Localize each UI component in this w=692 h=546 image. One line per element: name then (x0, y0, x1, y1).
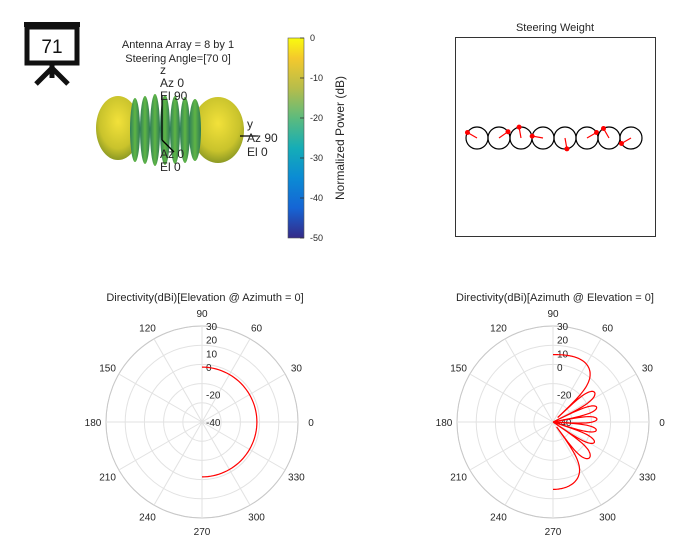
weight-phasor-dot (505, 129, 511, 135)
weight-phasor-dot (594, 130, 600, 135)
polar-angle-tick: 60 (251, 324, 263, 335)
polar-elevation-title: Directivity(dBi)[Elevation @ Azimuth = 0… (106, 292, 304, 304)
polar-radius-tick: 30 (557, 322, 569, 333)
y-axis-az: Az 90 (247, 131, 278, 145)
weight-phasor-dot (516, 124, 522, 130)
weight-phasor-dot (601, 125, 606, 131)
colorbar-label: Normalized Power (dB) (333, 76, 347, 200)
polar-radius-tick: 10 (206, 349, 218, 360)
polar-grid-spoke (469, 373, 554, 423)
presentation-board-icon: 71 (22, 20, 82, 93)
polar-angle-tick: 300 (599, 512, 616, 523)
polar-grid-spoke (118, 373, 203, 423)
weight-phasor-dot (564, 146, 570, 152)
polar-radius-tick: 30 (206, 322, 218, 333)
polar-grid-spoke (552, 373, 637, 423)
polar-grid-spoke (469, 421, 554, 471)
polar-angle-tick: 330 (288, 473, 305, 484)
colorbar-tick-label: -10 (310, 73, 323, 83)
polar-grid-spoke (552, 421, 637, 471)
polar-azimuth-title: Directivity(dBi)[Azimuth @ Elevation = 0… (456, 292, 654, 304)
polar-angle-tick: 90 (196, 309, 208, 320)
polar-radius-tick: -20 (557, 391, 572, 402)
polar-elevation-chart: 0 30 60 90 120 150 180 210 240 270 300 330 30 20 10 0 -2… (85, 309, 315, 536)
polar-radius-tick: 20 (206, 336, 218, 347)
colorbar-tick-label: -30 (310, 153, 323, 163)
polar-angle-tick: 0 (659, 418, 665, 429)
x-axis-line (161, 139, 175, 153)
steering-weight-plot (455, 37, 656, 237)
polar-radius-tick: 20 (557, 336, 569, 347)
polar-grid-spoke (118, 421, 203, 471)
polar-grid-spoke (201, 373, 286, 423)
polar-angle-tick: 150 (450, 364, 467, 375)
weight-phasor-dot (618, 141, 624, 146)
polar-angle-tick: 120 (139, 324, 156, 335)
directivity-curve (552, 353, 598, 490)
polar-radius-tick: -20 (206, 391, 221, 402)
polar-angle-tick: 120 (490, 324, 507, 335)
polar-angle-tick: 30 (642, 364, 654, 375)
polar-angle-tick: 210 (450, 473, 467, 484)
element-weight-circle (619, 126, 643, 150)
polar-angle-tick: 150 (99, 364, 116, 375)
z-axis-az: Az 0 (160, 76, 185, 90)
polar-grid-spoke (153, 338, 203, 423)
polar-grid-spoke (552, 338, 602, 423)
polar-grid-spoke (201, 338, 251, 423)
y-axis-el: El 0 (247, 145, 268, 159)
polar-radius-tick: -40 (557, 418, 572, 429)
z-axis-el: El 90 (160, 89, 188, 103)
polar-grid-spoke (504, 338, 554, 423)
polar-angle-tick: 180 (436, 418, 453, 429)
y-axis-label: y (247, 117, 253, 131)
polar-radius-tick: -40 (206, 418, 221, 429)
badge-number: 71 (41, 37, 62, 58)
weight-phasor-dot (529, 133, 535, 139)
polar-grid-spoke (201, 421, 286, 471)
polar-radius-tick: 0 (557, 363, 563, 374)
polar-azimuth-chart: 03060901201501802102402703003303020100-2… (436, 309, 666, 536)
weight-phasor-dot (464, 130, 470, 135)
main-lobe-left (96, 96, 140, 160)
polar-grid-spoke (201, 421, 251, 506)
colorbar: 0 -10 -20 -30 -40 -50 Normalized Power (dB) (287, 33, 347, 243)
colorbar-tick-label: -50 (310, 233, 323, 243)
polar-angle-tick: 270 (545, 527, 562, 536)
colorbar-tick-label: -20 (310, 113, 323, 123)
pattern-3d (96, 94, 258, 166)
x-axis-az: Az 0 (160, 147, 185, 161)
polar-grid-spoke (552, 421, 602, 506)
polar-angle-tick: 330 (639, 473, 656, 484)
polar-angle-tick: 240 (490, 512, 507, 523)
array-size-label: Antenna Array = 8 by 1 (121, 39, 235, 51)
polar-angle-tick: 180 (85, 418, 102, 429)
polar-angle-tick: 0 (308, 418, 314, 429)
polar-angle-tick: 240 (139, 512, 156, 523)
main-lobe-right (192, 97, 244, 163)
colorbar-tick-label: -40 (310, 193, 323, 203)
z-axis-label: z (160, 63, 166, 77)
directivity-curve (201, 366, 258, 478)
x-axis-el: El 0 (160, 160, 181, 174)
steering-angle-label: Steering Angle=[70 0] (125, 53, 231, 65)
polar-angle-tick: 30 (291, 364, 303, 375)
polar-angle-tick: 90 (547, 309, 559, 320)
polar-grid-spoke (504, 421, 554, 506)
polar-angle-tick: 210 (99, 473, 116, 484)
polar-angle-tick: 300 (248, 512, 265, 523)
polar-angle-tick: 60 (602, 324, 614, 335)
colorbar-tick-label: 0 (310, 33, 315, 43)
polar-radius-tick: 0 (206, 363, 212, 374)
polar-angle-tick: 270 (194, 527, 211, 536)
steering-title: Steering Weight (515, 22, 595, 34)
polar-grid-spoke (153, 421, 203, 506)
